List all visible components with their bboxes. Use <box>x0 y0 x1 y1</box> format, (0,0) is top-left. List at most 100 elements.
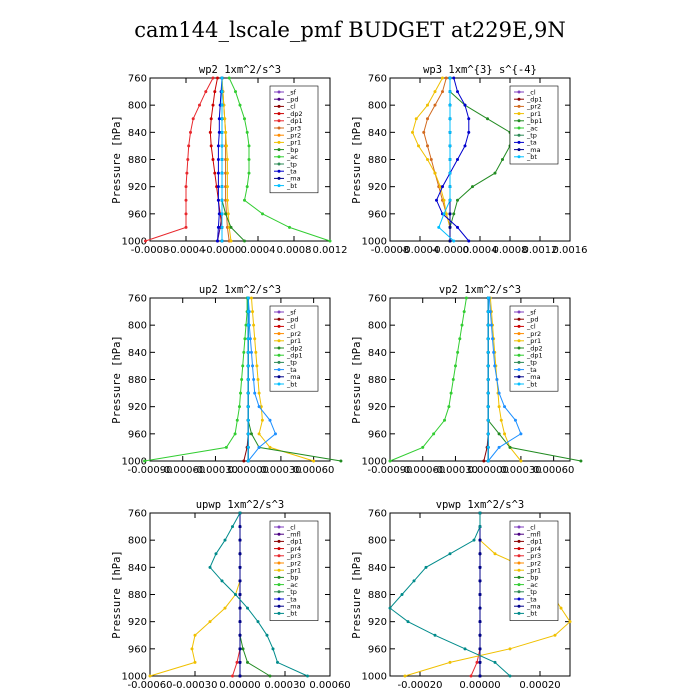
data-point <box>471 185 474 189</box>
legend-entry: _cl <box>286 103 296 111</box>
legend-entry: _pr1 <box>526 110 541 118</box>
data-point <box>448 144 452 148</box>
legend-entry: _pr2 <box>526 330 541 338</box>
data-point <box>234 90 237 94</box>
legend-entry: _cl <box>526 323 536 331</box>
legend-marker <box>277 604 281 608</box>
data-point <box>276 660 279 664</box>
x-tick-label: -0.00090 <box>368 465 413 476</box>
data-point <box>519 459 523 463</box>
data-point <box>400 593 404 596</box>
x-tick-label: -0.00020 <box>398 680 443 691</box>
y-axis-label: Pressure [hPa] <box>351 550 363 639</box>
data-point <box>252 378 256 381</box>
legend-marker <box>517 126 521 130</box>
data-point <box>462 310 466 314</box>
x-tick-label: -0.0004 <box>401 245 440 256</box>
data-point <box>458 337 462 341</box>
legend-marker <box>517 324 521 328</box>
legend-entry: _cl <box>526 88 536 96</box>
data-point <box>488 310 492 314</box>
data-point <box>478 538 482 542</box>
legend-marker <box>277 568 281 572</box>
y-tick-label: 920 <box>368 402 387 413</box>
data-point <box>216 171 220 175</box>
data-point <box>288 225 291 229</box>
x-tick-label: -0.0004 <box>167 245 206 256</box>
legend-marker <box>277 554 281 558</box>
x-tick-label: -0.0008 <box>371 245 410 256</box>
data-point <box>189 130 192 134</box>
data-point <box>448 185 452 189</box>
chart-vpwp: vpwp 1xm^2/s^3 Pressure [hPa] 760 800 840 880… <box>351 499 572 691</box>
figure-title: cam144_lscale_pmf BUDGET at229E,9N <box>134 18 566 42</box>
legend-entry: _sf <box>286 308 297 316</box>
chart-title: wp3 1xm^{3} s^{-4} <box>423 64 537 76</box>
legend-entry: _sf <box>286 88 297 96</box>
legend-entry: _dp2 <box>526 344 543 352</box>
x-tick-label: -0.00060 <box>160 465 205 476</box>
data-point <box>448 117 452 121</box>
data-point <box>246 432 250 436</box>
data-point <box>388 459 392 463</box>
data-point <box>204 90 208 94</box>
data-point <box>256 620 260 624</box>
y-tick-label: 960 <box>368 644 387 655</box>
legend-entry: _pr1 <box>286 337 301 345</box>
data-point <box>238 103 242 107</box>
data-point <box>211 103 215 107</box>
data-point <box>242 350 246 354</box>
data-point <box>208 620 212 624</box>
legend-entry: _bt <box>526 380 537 388</box>
chart-wp2: wp2 1xm^2/s^3 Pressure [hPa] 760 800 840 880 9… <box>111 64 348 256</box>
y-tick-label: 880 <box>368 375 387 386</box>
legend-marker <box>277 324 281 328</box>
data-point <box>245 185 249 189</box>
data-point <box>492 350 496 354</box>
legend-entry: _pd <box>526 316 539 324</box>
data-point <box>448 90 452 94</box>
data-point <box>239 391 243 395</box>
legend-entry: _ac <box>526 581 538 589</box>
data-point <box>216 76 219 80</box>
data-point <box>478 579 482 583</box>
data-point <box>211 158 215 161</box>
legend-marker <box>517 90 521 94</box>
data-point <box>497 405 501 409</box>
data-point <box>259 405 263 409</box>
data-point <box>456 225 459 229</box>
data-point <box>246 445 250 449</box>
data-point <box>508 445 512 449</box>
data-point <box>464 296 468 300</box>
data-point <box>328 239 332 243</box>
data-point <box>209 117 213 121</box>
series-line <box>389 297 467 462</box>
y-axis-label: Pressure [hPa] <box>111 550 123 639</box>
y-tick-label: 1000 <box>122 237 147 248</box>
x-tick-label: 0.00060 <box>309 680 350 691</box>
legend-marker <box>517 353 521 357</box>
data-point <box>256 378 260 381</box>
data-point <box>223 117 227 121</box>
data-point <box>448 130 452 134</box>
data-point <box>489 323 493 327</box>
legend-entry: _bp <box>286 146 299 154</box>
legend-marker <box>517 148 521 152</box>
chart-title: vp2 1xm^2/s^3 <box>439 284 521 296</box>
legend-marker <box>277 590 281 594</box>
data-point <box>216 239 219 243</box>
data-point <box>234 593 237 596</box>
data-point <box>238 565 242 569</box>
data-point <box>260 418 264 422</box>
data-point <box>467 239 471 243</box>
data-point <box>486 117 489 121</box>
legend-entry: _pr4 <box>526 545 541 553</box>
data-point <box>442 212 446 216</box>
data-point <box>463 103 467 107</box>
data-point <box>486 405 490 409</box>
data-point <box>449 391 453 395</box>
data-point <box>229 225 233 229</box>
data-point <box>237 405 241 409</box>
data-point <box>460 323 464 327</box>
y-tick-label: 960 <box>128 209 147 220</box>
